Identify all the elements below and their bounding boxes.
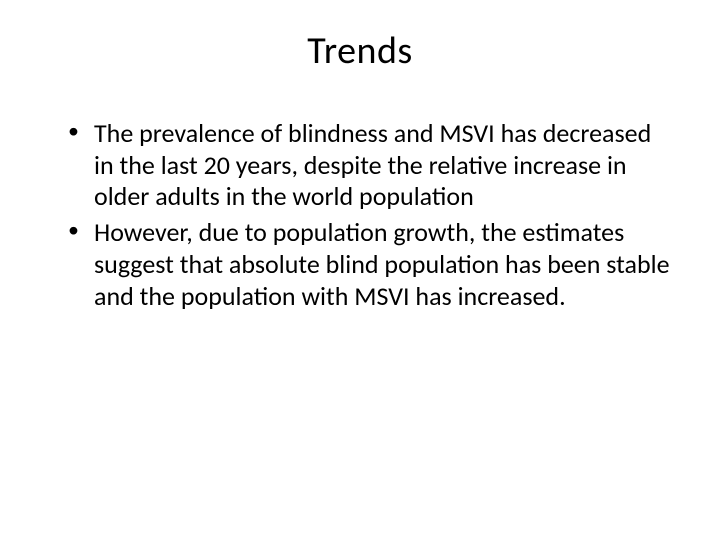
slide-container: Trends The prevalence of blindness and M… — [0, 0, 720, 540]
bullet-item: The prevalence of blindness and MSVI has… — [76, 118, 672, 213]
slide-title: Trends — [48, 28, 672, 74]
bullet-list: The prevalence of blindness and MSVI has… — [48, 118, 672, 312]
bullet-item: However, due to population growth, the e… — [76, 217, 672, 312]
